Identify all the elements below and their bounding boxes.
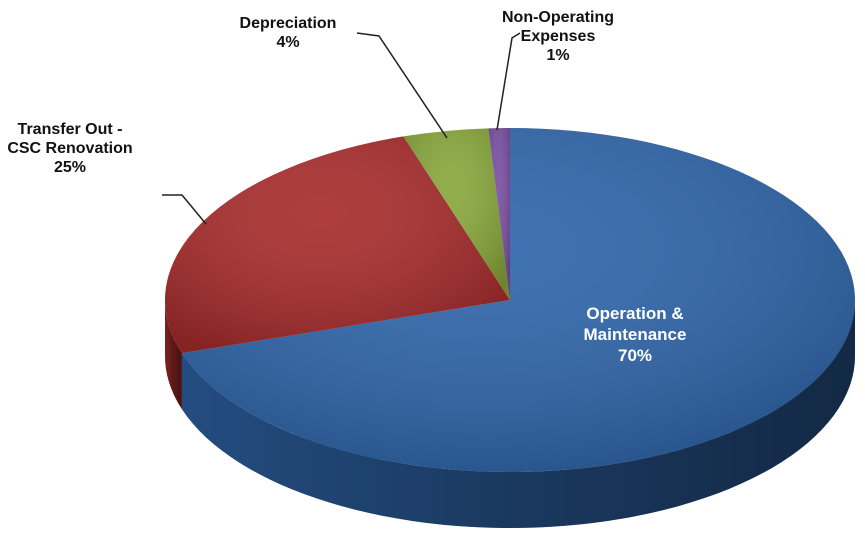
data-label: Depreciation 4%: [213, 14, 363, 52]
value-label: 1%: [546, 47, 570, 64]
category-label: Depreciation: [239, 15, 337, 32]
data-label: Non-Operating Expenses 1%: [488, 8, 628, 65]
leader-line: [496, 32, 521, 131]
data-label: Transfer Out - CSC Renovation 25%: [5, 120, 135, 177]
category-label: Operation & Maintenance: [583, 304, 687, 344]
slice-shade: [181, 128, 856, 472]
slice-shade: [488, 128, 510, 300]
leader-line: [356, 32, 448, 139]
slice-shade: [165, 136, 510, 354]
value-label: 4%: [276, 34, 300, 51]
category-label: Non-Operating Expenses: [502, 9, 614, 45]
side-shade: [181, 300, 855, 528]
value-label: 70%: [617, 346, 653, 365]
slice-shade: [403, 128, 510, 300]
category-label: Transfer Out - CSC Renovation: [7, 121, 133, 157]
leader-line: [162, 194, 207, 225]
data-label: Operation & Maintenance 70%: [560, 303, 710, 366]
side-shade: [165, 300, 182, 410]
value-label: 25%: [53, 159, 87, 176]
